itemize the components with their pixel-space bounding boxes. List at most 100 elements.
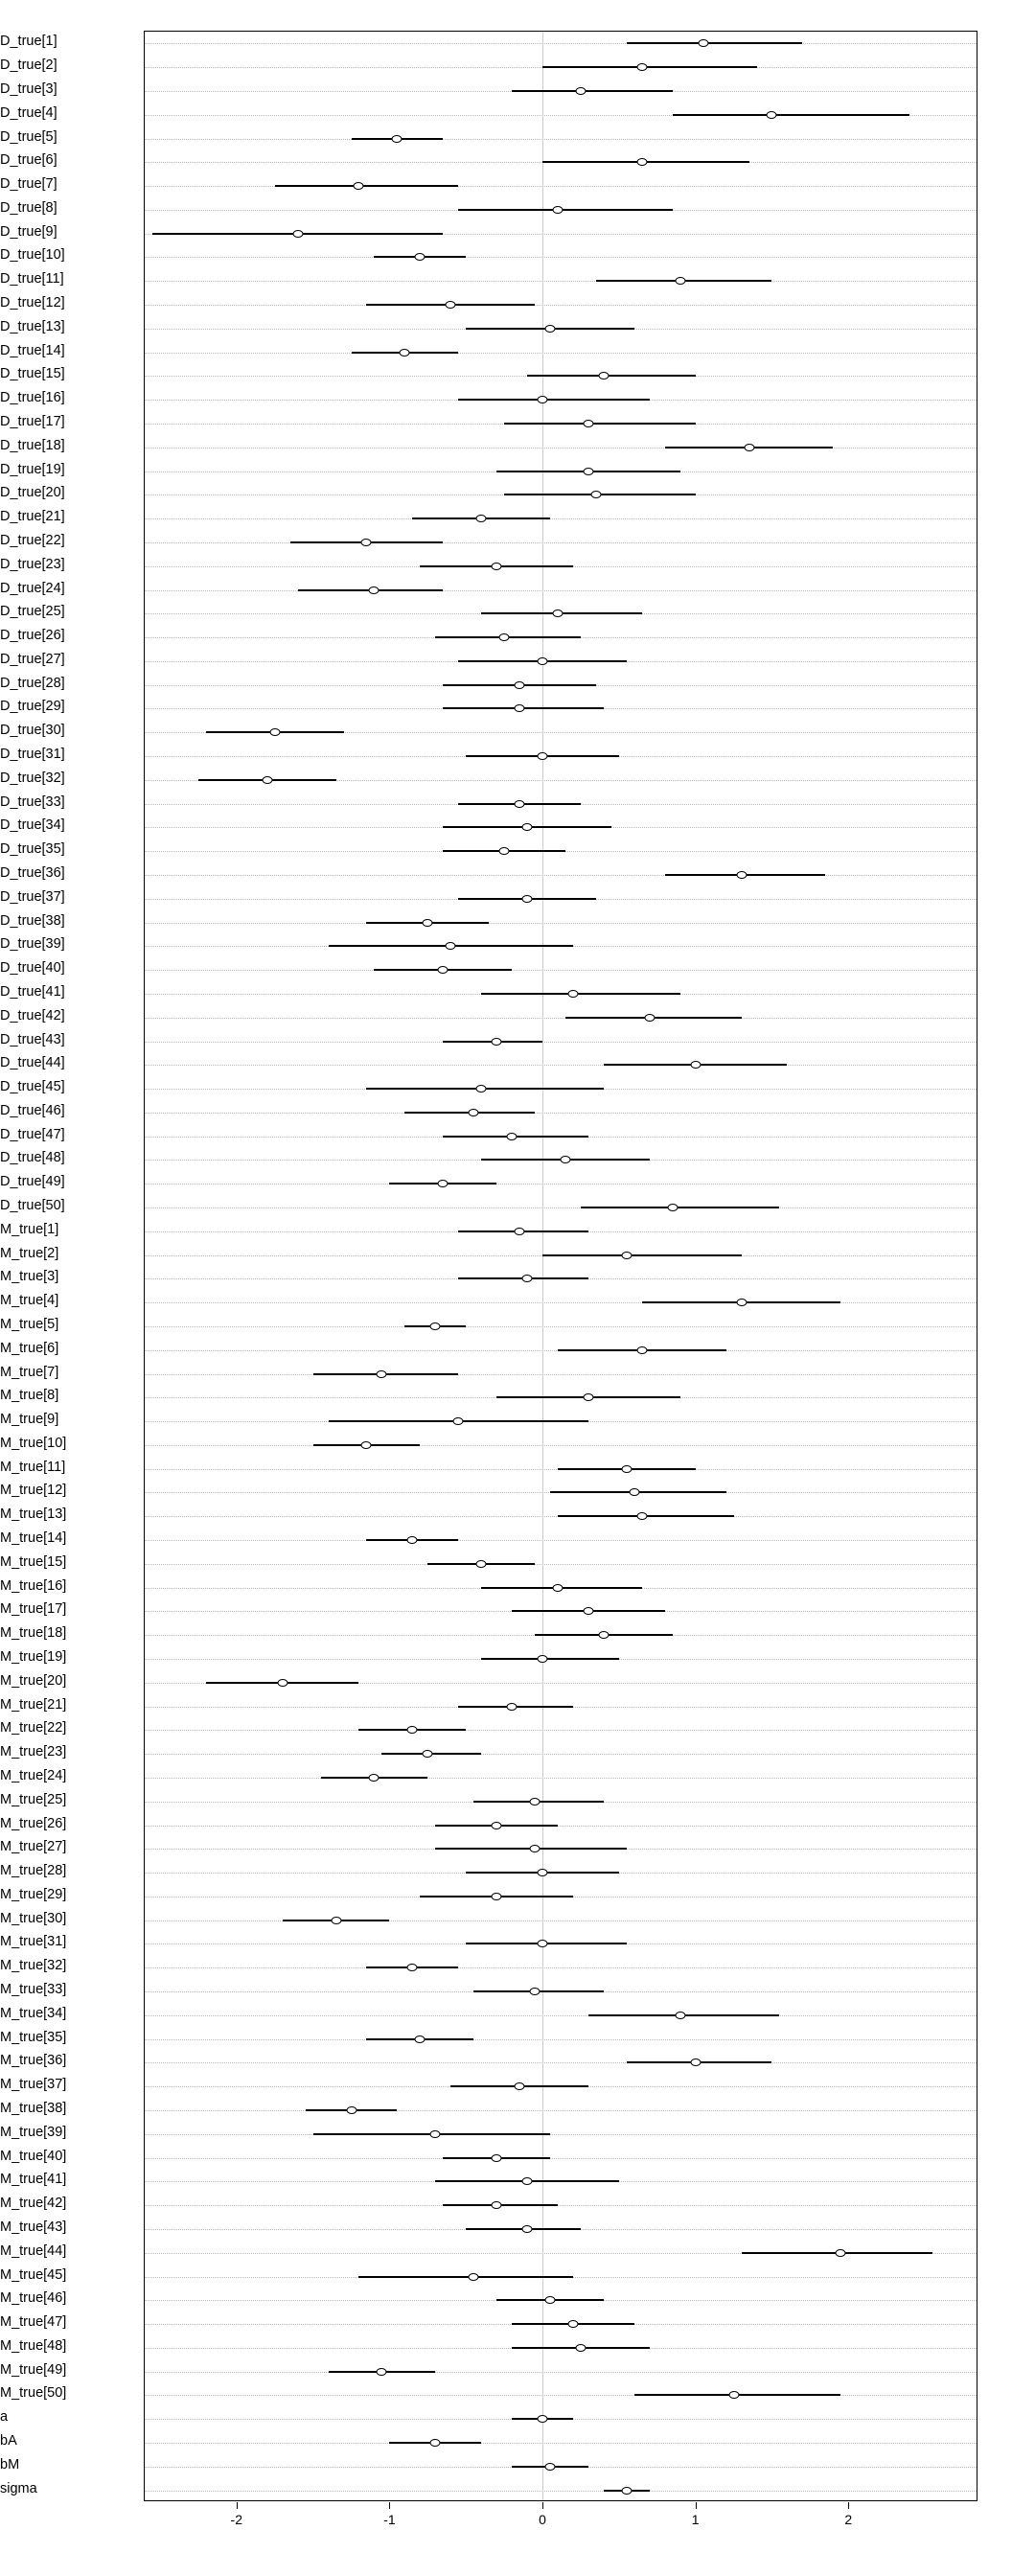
point-estimate-bM[interactable] [545, 2463, 556, 2471]
point-estimate-D_true[7][interactable] [354, 182, 364, 190]
point-estimate-M_true[14][interactable] [407, 1536, 418, 1544]
point-estimate-M_true[47][interactable] [567, 2320, 578, 2328]
point-estimate-D_true[26][interactable] [499, 633, 510, 641]
point-estimate-D_true[19][interactable] [583, 468, 593, 475]
point-estimate-M_true[37][interactable] [515, 2082, 525, 2090]
point-estimate-D_true[42][interactable] [644, 1014, 655, 1022]
point-estimate-M_true[40][interactable] [492, 2154, 502, 2162]
point-estimate-D_true[30][interactable] [269, 728, 280, 736]
point-estimate-D_true[43][interactable] [492, 1038, 502, 1046]
point-estimate-M_true[5][interactable] [430, 1322, 441, 1330]
point-estimate-D_true[49][interactable] [438, 1180, 448, 1187]
point-estimate-M_true[2][interactable] [621, 1252, 632, 1259]
point-estimate-D_true[50][interactable] [667, 1204, 678, 1211]
point-estimate-D_true[38][interactable] [423, 919, 433, 927]
interval-line-D_true[17][interactable] [504, 423, 696, 425]
point-estimate-D_true[45][interactable] [476, 1085, 487, 1092]
interval-line-M_true[45][interactable] [358, 2276, 572, 2278]
point-estimate-D_true[20][interactable] [590, 491, 601, 498]
point-estimate-M_true[15][interactable] [476, 1560, 487, 1568]
point-estimate-M_true[35][interactable] [415, 2036, 426, 2043]
point-estimate-D_true[37][interactable] [522, 895, 533, 903]
point-estimate-M_true[25][interactable] [530, 1798, 540, 1806]
point-estimate-D_true[47][interactable] [507, 1133, 518, 1140]
point-estimate-M_true[34][interactable] [675, 2012, 685, 2019]
point-estimate-M_true[4][interactable] [736, 1299, 747, 1306]
point-estimate-M_true[38][interactable] [346, 2106, 356, 2114]
interval-line-D_true[16][interactable] [458, 399, 650, 401]
point-estimate-M_true[1][interactable] [515, 1228, 525, 1235]
point-estimate-D_true[21][interactable] [476, 515, 487, 522]
point-estimate-D_true[4][interactable] [767, 111, 777, 119]
point-estimate-D_true[24][interactable] [369, 586, 380, 594]
interval-line-D_true[41][interactable] [481, 993, 680, 995]
point-estimate-D_true[31][interactable] [538, 752, 548, 760]
point-estimate-M_true[42][interactable] [492, 2201, 502, 2209]
point-estimate-M_true[24][interactable] [369, 1774, 380, 1782]
point-estimate-M_true[43][interactable] [522, 2225, 533, 2233]
point-estimate-D_true[14][interactable] [400, 349, 410, 356]
interval-line-D_true[3][interactable] [512, 90, 673, 92]
point-estimate-M_true[3][interactable] [522, 1275, 533, 1282]
point-estimate-D_true[35][interactable] [499, 847, 510, 855]
point-estimate-M_true[33][interactable] [530, 1988, 540, 1995]
point-estimate-D_true[33][interactable] [515, 800, 525, 808]
interval-line-D_true[2][interactable] [542, 66, 756, 68]
point-estimate-M_true[6][interactable] [636, 1346, 647, 1354]
point-estimate-M_true[44][interactable] [836, 2249, 846, 2257]
point-estimate-D_true[10][interactable] [415, 253, 426, 261]
point-estimate-sigma[interactable] [621, 2487, 632, 2495]
point-estimate-M_true[27][interactable] [530, 1845, 540, 1852]
point-estimate-M_true[17][interactable] [583, 1607, 593, 1615]
point-estimate-M_true[41][interactable] [522, 2177, 533, 2185]
point-estimate-D_true[44][interactable] [690, 1061, 701, 1069]
point-estimate-D_true[25][interactable] [553, 610, 564, 617]
point-estimate-M_true[13][interactable] [636, 1512, 647, 1520]
point-estimate-D_true[28][interactable] [515, 681, 525, 689]
point-estimate-D_true[9][interactable] [292, 230, 303, 238]
point-estimate-D_true[27][interactable] [538, 657, 548, 665]
point-estimate-M_true[9][interactable] [453, 1417, 464, 1425]
point-estimate-M_true[48][interactable] [575, 2344, 586, 2352]
point-estimate-M_true[22][interactable] [407, 1726, 418, 1734]
point-estimate-M_true[28][interactable] [538, 1869, 548, 1876]
point-estimate-D_true[8][interactable] [553, 206, 564, 214]
point-estimate-M_true[19][interactable] [538, 1655, 548, 1663]
point-estimate-M_true[8][interactable] [583, 1393, 593, 1401]
point-estimate-D_true[13][interactable] [545, 325, 556, 333]
point-estimate-D_true[23][interactable] [492, 563, 502, 570]
point-estimate-M_true[49][interactable] [377, 2368, 387, 2376]
point-estimate-M_true[46][interactable] [545, 2296, 556, 2304]
point-estimate-M_true[10][interactable] [361, 1441, 372, 1449]
point-estimate-bA[interactable] [430, 2439, 441, 2447]
point-estimate-D_true[15][interactable] [598, 372, 609, 380]
point-estimate-D_true[41][interactable] [567, 990, 578, 998]
interval-line-M_true[19][interactable] [481, 1658, 619, 1660]
point-estimate-M_true[20][interactable] [277, 1679, 288, 1687]
point-estimate-D_true[32][interactable] [262, 776, 272, 784]
point-estimate-M_true[12][interactable] [629, 1488, 639, 1496]
point-estimate-M_true[29][interactable] [492, 1893, 502, 1900]
point-estimate-D_true[2][interactable] [636, 63, 647, 71]
point-estimate-M_true[18][interactable] [598, 1631, 609, 1639]
point-estimate-D_true[12][interactable] [446, 301, 456, 309]
point-estimate-M_true[7][interactable] [377, 1370, 387, 1378]
point-estimate-D_true[16][interactable] [538, 396, 548, 403]
interval-line-D_true[4][interactable] [673, 114, 909, 116]
interval-line-D_true[1][interactable] [627, 42, 803, 44]
point-estimate-D_true[36][interactable] [736, 871, 747, 879]
interval-line-D_true[50][interactable] [581, 1207, 780, 1208]
interval-line-M_true[2][interactable] [542, 1254, 742, 1256]
point-estimate-D_true[6][interactable] [636, 158, 647, 166]
point-estimate-M_true[36][interactable] [690, 2058, 701, 2066]
interval-line-D_true[15][interactable] [527, 375, 696, 377]
point-estimate-M_true[30][interactable] [331, 1917, 341, 1924]
point-estimate-D_true[5][interactable] [392, 135, 402, 143]
point-estimate-D_true[39][interactable] [446, 942, 456, 950]
point-estimate-D_true[34][interactable] [522, 823, 533, 831]
point-estimate-M_true[16][interactable] [553, 1584, 564, 1592]
interval-line-D_true[7][interactable] [275, 185, 459, 187]
point-estimate-a[interactable] [538, 2415, 548, 2423]
point-estimate-M_true[50][interactable] [728, 2391, 739, 2399]
point-estimate-M_true[21][interactable] [507, 1703, 518, 1711]
